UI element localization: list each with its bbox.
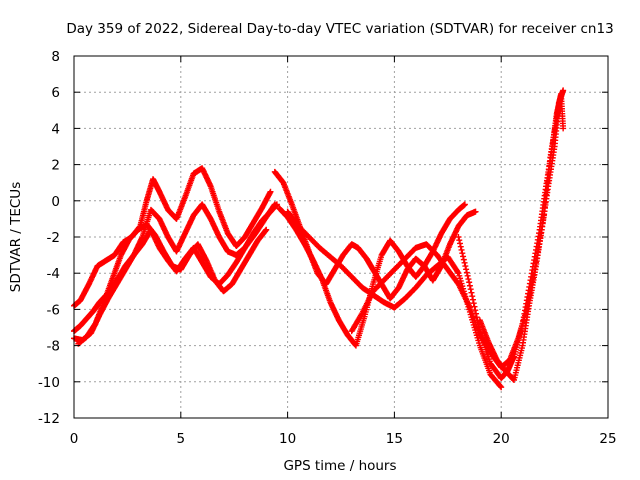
- y-tick-label: 4: [51, 121, 60, 137]
- y-tick-label: -10: [38, 375, 60, 391]
- y-axis-label: SDTVAR / TECUs: [8, 182, 24, 292]
- data-point: [472, 307, 479, 314]
- data-point: [560, 125, 567, 132]
- y-tick-label: -6: [47, 302, 60, 318]
- x-axis-label: GPS time / hours: [283, 458, 396, 474]
- data-point: [473, 310, 480, 317]
- data-point: [461, 259, 468, 266]
- data-point: [467, 286, 474, 293]
- data-point: [560, 87, 567, 94]
- data-point: [466, 279, 473, 286]
- data-point: [457, 243, 464, 250]
- y-tick-label: -12: [38, 411, 60, 427]
- y-tick-label: 8: [51, 49, 60, 65]
- data-point: [463, 266, 470, 273]
- x-tick-label: 10: [279, 431, 296, 447]
- data-point: [466, 282, 473, 289]
- data-point: [469, 293, 476, 300]
- data-point: [273, 201, 280, 208]
- data-point: [454, 269, 461, 276]
- y-tick-label: 0: [51, 194, 60, 210]
- data-point: [463, 269, 470, 276]
- data-point: [455, 234, 462, 240]
- data-point: [263, 226, 270, 233]
- y-tick-label: -4: [47, 266, 60, 282]
- data-point: [498, 384, 505, 391]
- y-tick-label: -8: [47, 339, 60, 355]
- x-tick-label: 25: [599, 431, 616, 447]
- chart-title: Day 359 of 2022, Sidereal Day-to-day VTE…: [66, 21, 613, 37]
- data-point: [469, 296, 476, 303]
- data-point: [472, 208, 479, 215]
- x-tick-label: 5: [177, 431, 186, 447]
- grid-lines: [74, 56, 608, 418]
- y-tick-label: -2: [47, 230, 60, 246]
- data-point: [462, 263, 469, 270]
- data-point: [458, 246, 465, 253]
- y-tick-label: 2: [51, 158, 60, 174]
- data-point: [473, 314, 480, 321]
- data-point: [267, 188, 274, 195]
- data-points: [71, 87, 567, 391]
- data-point: [465, 276, 472, 283]
- data-point: [459, 250, 466, 257]
- x-tick-label: 15: [386, 431, 403, 447]
- data-point: [461, 201, 468, 208]
- data-point: [470, 300, 477, 307]
- data-point: [464, 272, 471, 279]
- x-tick-label: 20: [493, 431, 510, 447]
- y-tick-label: 6: [51, 85, 60, 101]
- data-point: [456, 237, 463, 244]
- data-point: [468, 289, 475, 296]
- data-point: [457, 240, 464, 247]
- data-point: [471, 303, 478, 310]
- x-tick-label: 0: [70, 431, 79, 447]
- data-point: [460, 253, 467, 260]
- data-point: [497, 383, 504, 390]
- data-point: [460, 256, 467, 263]
- axis-ticks: 0 5 10 15 20 25 -12 -10 -8 -6 -4 -2 0 2 4 6 8: [38, 49, 617, 447]
